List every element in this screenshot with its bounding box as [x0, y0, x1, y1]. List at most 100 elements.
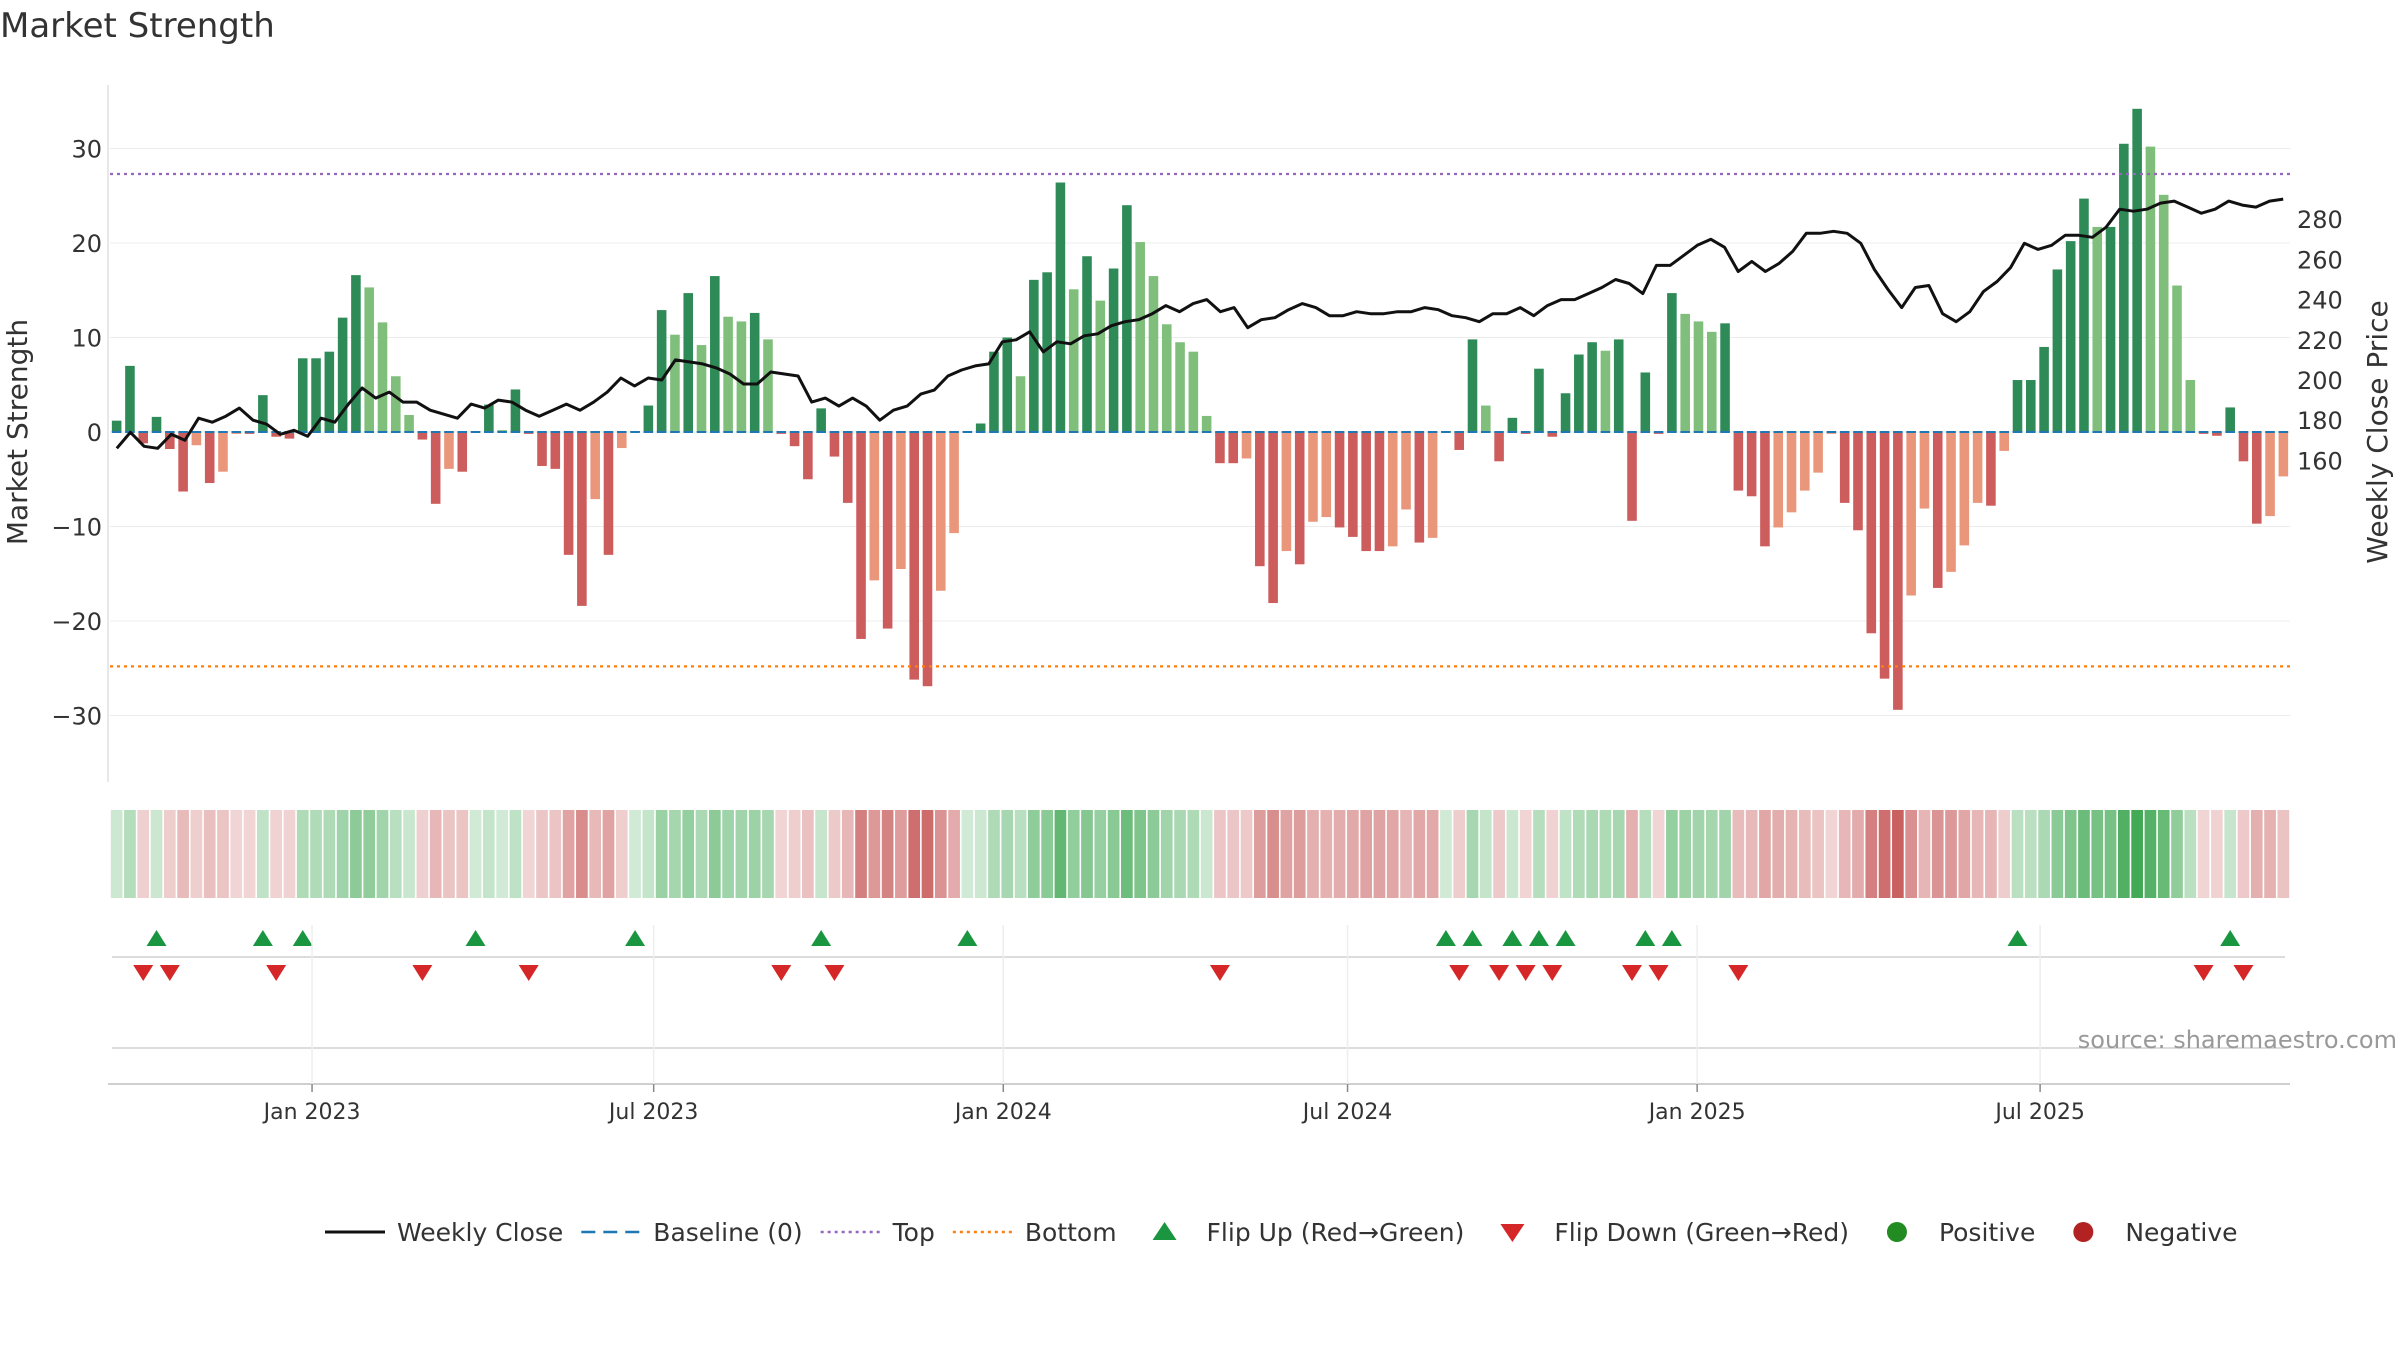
y-tick-left: −30 [51, 703, 102, 731]
flip-up-marker [1462, 930, 1483, 946]
x-tick-label: Jul 2025 [1993, 1100, 2085, 1125]
strength-bar [1015, 376, 1026, 432]
flip-down-marker [1489, 965, 1510, 981]
heat-cell [1905, 810, 1918, 898]
y-axis-label-right: Weekly Close Price [2361, 300, 2394, 563]
strength-bar [949, 432, 959, 534]
heat-cell [2237, 810, 2250, 898]
heat-cell [1971, 810, 1984, 898]
heat-cell [1985, 810, 1997, 898]
strength-bar [1972, 432, 1983, 503]
heat-cell [934, 810, 947, 898]
flip-up-marker [252, 930, 273, 946]
heat-cell [1626, 810, 1638, 898]
strength-bar [829, 432, 840, 457]
heat-cell [456, 810, 469, 898]
heat-cell [629, 810, 641, 898]
strength-bar [590, 432, 600, 500]
strength-bar [2092, 226, 2103, 432]
strength-bar [2105, 226, 2116, 432]
strength-bar [656, 310, 667, 432]
strength-bar [1334, 432, 1345, 528]
heat-cell [469, 810, 482, 898]
heat-cell [1612, 810, 1625, 898]
heat-cell [243, 810, 256, 898]
axes: 30 20 10 0 −10 −20 −30 280 260 240 220 200 180 160 [51, 85, 2343, 782]
strength-bar [1467, 339, 1478, 432]
heat-cell [190, 810, 203, 898]
strength-bar [457, 432, 468, 472]
flip-down-marker [1542, 965, 1563, 981]
flip-down-marker [1622, 965, 1643, 981]
flip-down-marker [1728, 965, 1749, 981]
heat-cell [1639, 810, 1652, 898]
strength-bar [1587, 342, 1597, 432]
strength-bar [2172, 285, 2182, 432]
flip-down-marker [133, 965, 154, 981]
heat-cell [988, 810, 1000, 898]
heat-cell [2144, 810, 2157, 898]
flip-up-marker [2007, 930, 2028, 946]
flip-down-marker [518, 965, 539, 981]
heat-cell [788, 810, 801, 898]
heat-cell [1586, 810, 1598, 898]
heat-cell [1931, 810, 1944, 898]
strength-bar [1773, 432, 1784, 528]
strength-bar [311, 358, 321, 432]
heat-cell [177, 810, 189, 898]
y-tick-left: −10 [51, 514, 102, 542]
heat-cell [974, 810, 987, 898]
strength-bar [909, 432, 919, 680]
strength-bar [1042, 272, 1052, 432]
heat-cell [2131, 810, 2143, 898]
heat-cell [2078, 810, 2090, 898]
heat-cell [1214, 810, 1226, 898]
strength-bar [1786, 432, 1797, 513]
heat-cell [296, 810, 309, 898]
heat-cell [2051, 810, 2064, 898]
heat-cell [1692, 810, 1705, 898]
flip-down-marker [771, 965, 792, 981]
y-tick-right: 260 [2297, 246, 2343, 274]
chart-title: Market Strength [0, 6, 275, 46]
strength-bar [258, 395, 268, 432]
heat-cell [283, 810, 296, 898]
heat-cell [1293, 810, 1306, 898]
strength-bar [1175, 342, 1185, 432]
legend: Weekly Close Baseline (0) Top Bottom Flip Up… [325, 1218, 2238, 1247]
circle-marker-positive [1886, 1222, 1907, 1242]
strength-bar [1560, 393, 1571, 432]
strength-bar [975, 423, 986, 432]
heat-cell [1386, 810, 1399, 898]
strength-bar [1321, 432, 1332, 518]
heat-cell [762, 810, 774, 898]
strength-bar [1919, 432, 1930, 509]
heat-cell [1785, 810, 1798, 898]
strength-bar [922, 432, 933, 687]
heat-cell [1453, 810, 1466, 898]
strength-bar [1667, 293, 1677, 432]
heat-cell [1493, 810, 1505, 898]
strength-bar [1068, 289, 1079, 432]
heat-cell [536, 810, 548, 898]
heat-cell [1081, 810, 1093, 898]
flip-down-marker [412, 965, 433, 981]
flip-down-marker [159, 965, 180, 981]
strength-bar [2265, 432, 2275, 517]
strength-bar [125, 365, 135, 432]
strength-bar [736, 321, 747, 432]
heat-cell [735, 810, 748, 898]
strength-bar [271, 432, 281, 437]
heat-cell [562, 810, 575, 898]
strength-bar [1241, 432, 1252, 459]
heat-cell [1719, 810, 1731, 898]
flip-down-marker [2193, 965, 2214, 981]
strength-bar [1640, 372, 1651, 432]
flip-down-marker [2233, 965, 2254, 981]
heat-cell [841, 810, 854, 898]
heat-cell [1227, 810, 1240, 898]
strength-bar [1228, 432, 1239, 464]
heat-cell [708, 810, 721, 898]
heat-cell [589, 810, 602, 898]
bottom-axis: Jan 2023 Jul 2023 Jan 2024 Jul 2024 Jan 2025… [108, 925, 2290, 1125]
